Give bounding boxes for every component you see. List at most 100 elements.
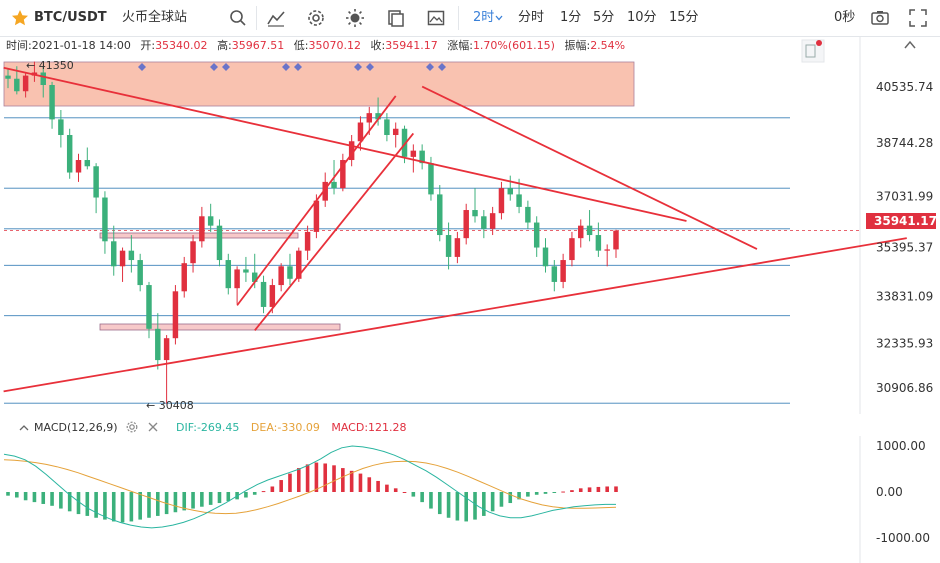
consolidation-box xyxy=(99,232,299,239)
macd-value: 121.28 xyxy=(368,421,407,434)
trend-lines[interactable] xyxy=(3,66,907,393)
candle-body xyxy=(66,135,73,173)
image-icon[interactable] xyxy=(426,8,446,28)
candle-body xyxy=(251,272,258,282)
exchange-label[interactable]: 火币全球站 xyxy=(122,10,188,25)
candle-body xyxy=(58,119,64,136)
macd-bar xyxy=(393,488,398,492)
close-icon[interactable] xyxy=(147,421,159,433)
indicator-icon[interactable] xyxy=(266,8,286,28)
macd-bar xyxy=(561,491,565,493)
ohlc-info-bar: 时间:2021-01-18 14:00 开:35340.02 高:35967.5… xyxy=(6,38,625,54)
symbol-label[interactable]: BTC/USDT xyxy=(34,10,107,25)
change-label: 涨幅: xyxy=(447,39,473,52)
settings-icon[interactable] xyxy=(306,8,326,28)
interval-tab[interactable]: 15分 xyxy=(669,10,699,25)
macd-bar xyxy=(385,484,389,492)
macd-bar xyxy=(155,492,160,516)
toolbar-divider xyxy=(256,6,257,30)
macd-bar xyxy=(578,488,583,492)
macd-bar xyxy=(367,477,372,492)
macd-bar xyxy=(244,492,248,498)
interval-active[interactable]: 2时 xyxy=(473,10,495,25)
price-tick-label: 35395.37 xyxy=(876,241,933,255)
open-value: 35340.02 xyxy=(155,39,208,52)
candle-body xyxy=(586,225,593,236)
macd-bar xyxy=(499,492,504,507)
candle-body xyxy=(14,78,20,92)
macd-bar xyxy=(147,492,151,518)
collapse-icon[interactable] xyxy=(904,40,916,49)
gear-icon[interactable] xyxy=(125,421,139,433)
macd-bar xyxy=(173,492,178,513)
interval-tab[interactable]: 5分 xyxy=(593,10,615,25)
macd-bar xyxy=(552,492,557,493)
macd-bar xyxy=(446,492,451,518)
fullscreen-icon[interactable] xyxy=(908,8,928,28)
star-icon[interactable] xyxy=(10,8,30,28)
price-tick-label: 38744.28 xyxy=(876,136,933,150)
candle-body xyxy=(331,181,337,189)
macd-bar xyxy=(323,463,328,492)
marker-diamond-icon xyxy=(138,63,146,71)
price-axis: 40535.74 38744.28 37031.99 35395.37 33831.09… xyxy=(876,80,933,395)
candle-body xyxy=(111,241,117,267)
chevron-down-icon[interactable] xyxy=(494,13,504,23)
candle-body xyxy=(410,150,417,157)
candle-body xyxy=(463,210,469,239)
macd-bar xyxy=(288,473,292,492)
dif-line xyxy=(3,445,616,529)
candle-body xyxy=(49,84,55,120)
candle-body xyxy=(445,235,452,257)
macd-bar xyxy=(314,462,319,492)
trend-line xyxy=(236,95,397,306)
trend-line xyxy=(3,66,687,222)
candle-body xyxy=(533,222,540,248)
candle-body xyxy=(199,216,205,242)
candle-body xyxy=(243,269,249,273)
macd-bar xyxy=(296,468,301,492)
collapse-chevron-icon[interactable] xyxy=(18,423,30,433)
macd-bar xyxy=(50,492,54,506)
theme-icon[interactable] xyxy=(345,8,365,28)
macd-bar xyxy=(200,492,204,507)
interval-tab[interactable]: 10分 xyxy=(627,10,657,25)
macd-bar xyxy=(279,480,283,492)
marker-diamond-icon xyxy=(426,63,434,71)
interval-tab[interactable]: 分时 xyxy=(518,10,545,25)
low-value: 35070.12 xyxy=(308,39,362,52)
price-tick-label: 33831.09 xyxy=(876,290,933,304)
macd-bar xyxy=(517,492,521,500)
interval-tab[interactable]: 1分 xyxy=(560,10,582,25)
macd-bar xyxy=(534,492,539,495)
camera-icon[interactable] xyxy=(870,8,890,28)
candle-body xyxy=(304,231,311,251)
macd-bar xyxy=(261,491,266,493)
macd-bar xyxy=(358,473,363,492)
candle-body xyxy=(375,113,381,120)
support-resistance-lines xyxy=(4,36,861,414)
marker-diamond-icon xyxy=(222,63,230,71)
candle-body xyxy=(472,210,478,217)
min-price-label: ← 30408 xyxy=(146,399,194,412)
macd-bar xyxy=(76,492,81,515)
candle-body xyxy=(287,266,293,279)
candle-body xyxy=(401,128,408,157)
candle-body xyxy=(163,338,170,361)
marker-diamonds xyxy=(138,63,446,71)
candle-body xyxy=(525,206,531,223)
macd-bar xyxy=(605,486,609,492)
candlestick-chart[interactable]: 40535.74 38744.28 37031.99 35395.37 33831.09… xyxy=(0,36,940,414)
price-tick-label: 32335.93 xyxy=(876,336,933,350)
candle-body xyxy=(75,160,82,173)
macd-bar xyxy=(482,492,486,516)
macd-histogram xyxy=(6,462,618,523)
search-icon[interactable] xyxy=(228,8,248,28)
macd-axis: 1000.00 0.00 -1000.00 xyxy=(859,436,930,563)
candle-body xyxy=(437,194,443,236)
copy-icon[interactable] xyxy=(386,8,406,28)
macd-chart[interactable]: 1000.00 0.00 -1000.00 xyxy=(0,436,940,563)
price-tick-label: 40535.74 xyxy=(876,80,933,94)
macd-bar xyxy=(437,492,442,515)
candle-body xyxy=(613,230,619,250)
